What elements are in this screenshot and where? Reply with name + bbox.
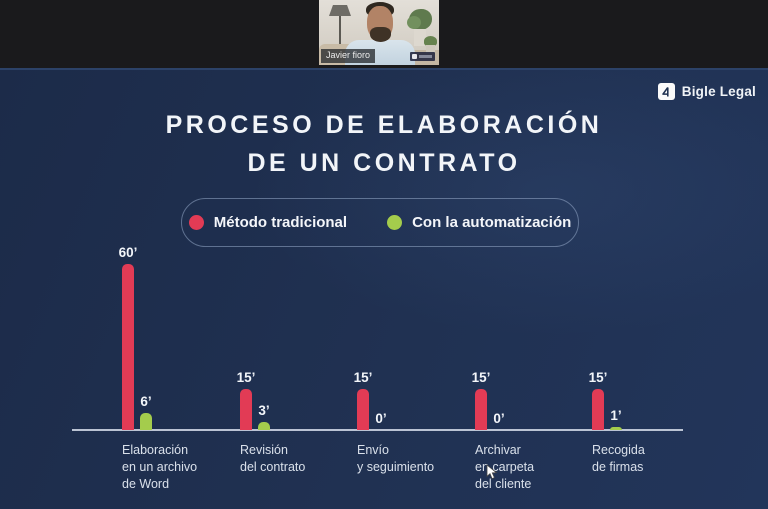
legend-dot-traditional <box>188 215 204 230</box>
bar-automated <box>610 427 622 430</box>
bar-traditional <box>475 388 487 430</box>
value-label-automated: 1’ <box>610 408 622 423</box>
participant-beard <box>370 27 391 42</box>
video-scene-plant-stand <box>414 29 426 46</box>
value-label-traditional: 15’ <box>588 369 608 385</box>
category-label: Envío y seguimiento <box>357 443 435 474</box>
bar-automated <box>258 421 270 430</box>
value-label-traditional: 60’ <box>118 245 138 260</box>
video-scene-plant-2 <box>407 16 421 29</box>
video-scene-lamp-pole <box>339 16 341 54</box>
value-label-automated: 6’ <box>140 394 152 410</box>
legend-dot-automated <box>387 215 403 230</box>
bigle-logo-icon <box>657 83 675 100</box>
slide-title: PROCESO DE ELABORACIÓN DE UN CONTRATO <box>0 106 768 182</box>
brand-name: Bigle Legal <box>681 84 756 99</box>
slide-title-line1: PROCESO DE ELABORACIÓN <box>165 111 603 139</box>
category-label: Revisión del contrato <box>240 443 306 474</box>
value-label-traditional: 15’ <box>471 369 491 385</box>
slide-title-line2: DE UN CONTRATO <box>247 149 521 177</box>
category-label: Elaboración en un archivo de Word <box>122 443 198 491</box>
value-label-automated: 3’ <box>258 402 270 418</box>
video-scene-plant-pot <box>426 45 435 53</box>
legend-item-automated: Con la automatización <box>387 214 571 231</box>
video-scene-plant-small <box>424 36 437 46</box>
legend-label-traditional: Método tradicional <box>213 214 348 231</box>
bar-traditional <box>592 388 604 430</box>
participant-video-tile[interactable]: Javier fioro <box>319 0 439 65</box>
mouse-cursor <box>486 464 498 480</box>
chart-baseline-axis <box>72 429 683 431</box>
value-label-automated: 0’ <box>493 411 505 426</box>
video-scene-lamp <box>329 5 351 16</box>
bar-traditional <box>240 388 252 430</box>
chart-legend: Método tradicional Con la automatización <box>181 198 579 247</box>
brand-logo: Bigle Legal <box>657 83 756 100</box>
value-label-traditional: 15’ <box>236 369 256 385</box>
presentation-slide: Bigle Legal PROCESO DE ELABORACIÓN DE UN… <box>0 68 768 509</box>
video-watermark-logo <box>410 52 435 61</box>
value-label-traditional: 15’ <box>353 369 373 385</box>
bar-automated <box>140 413 152 430</box>
category-label: Recogida de firmas <box>592 443 645 474</box>
participant-name-label: Javier fioro <box>321 49 376 63</box>
value-label-automated: 0’ <box>375 411 387 426</box>
bar-traditional <box>122 264 134 430</box>
bar-traditional <box>357 388 369 430</box>
legend-label-automated: Con la automatización <box>412 214 572 231</box>
bar-chart: 60’ 6’ Elaboración en un archivo de Word 15’ 3… <box>0 70 768 509</box>
legend-item-traditional: Método tradicional <box>188 214 348 231</box>
meeting-top-bar: Javier fioro <box>0 0 768 68</box>
